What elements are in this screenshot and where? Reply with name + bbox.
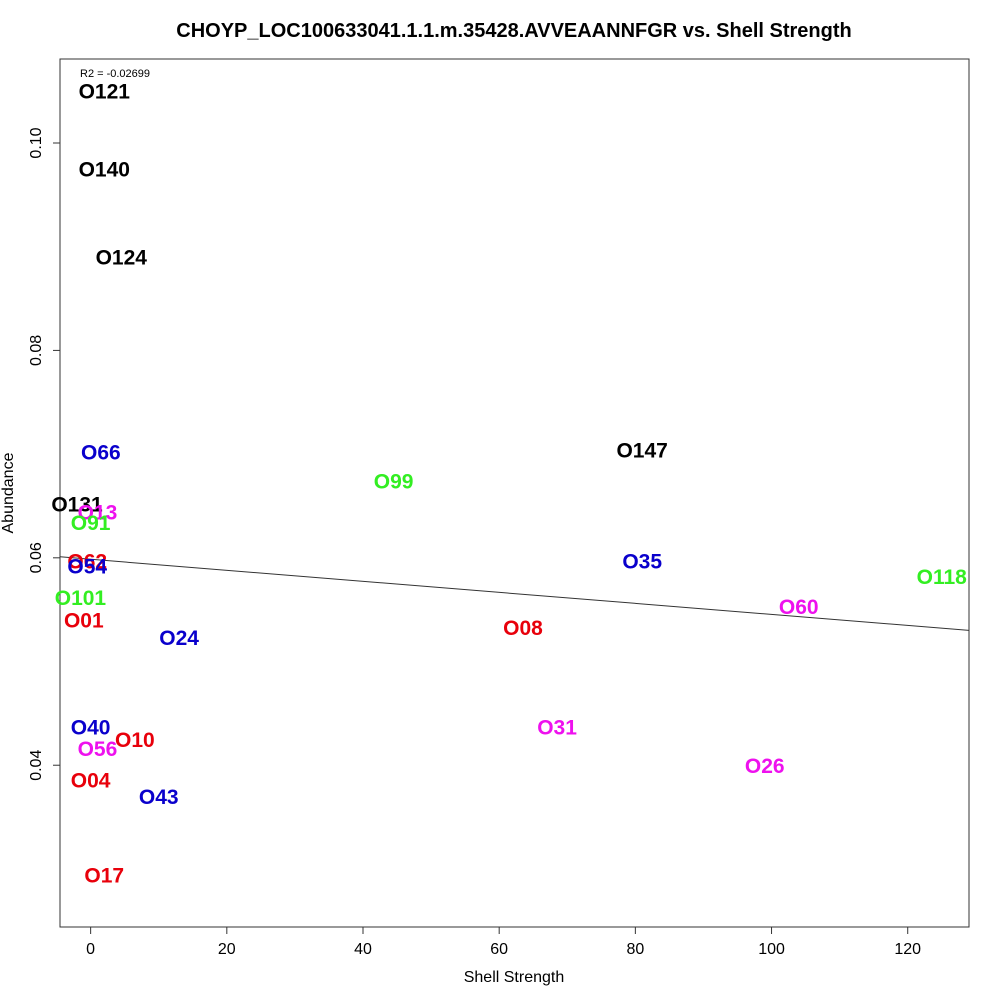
y-tick-label: 0.04 xyxy=(28,750,45,781)
x-axis-label: Shell Strength xyxy=(464,969,565,986)
point-label-o54: O54 xyxy=(67,556,107,579)
point-label-o66: O66 xyxy=(81,442,121,465)
x-tick-label: 40 xyxy=(354,941,372,958)
point-label-o26: O26 xyxy=(745,755,785,778)
point-label-o140: O140 xyxy=(79,158,130,181)
y-tick-label: 0.06 xyxy=(28,542,45,573)
r2-annotation: R2 = -0.02699 xyxy=(80,68,150,80)
point-label-o04: O04 xyxy=(71,769,111,792)
point-label-o35: O35 xyxy=(622,550,662,573)
point-label-o10: O10 xyxy=(115,729,155,752)
point-label-o62: O62 xyxy=(67,550,107,573)
point-label-o118: O118 xyxy=(917,566,968,589)
x-tick-label: 20 xyxy=(218,941,236,958)
point-label-o101: O101 xyxy=(55,587,107,610)
x-tick-label: 100 xyxy=(758,941,785,958)
point-label-o124: O124 xyxy=(96,247,148,270)
point-label-o40: O40 xyxy=(71,716,111,739)
x-tick-label: 60 xyxy=(490,941,508,958)
point-label-o13: O13 xyxy=(78,502,118,525)
y-axis: 0.04 0.06 0.08 0.10 xyxy=(28,127,60,781)
x-tick-label: 120 xyxy=(894,941,921,958)
point-label-o43: O43 xyxy=(139,786,179,809)
x-tick-label: 80 xyxy=(626,941,644,958)
point-label-o08: O08 xyxy=(503,617,543,640)
y-tick-label: 0.10 xyxy=(28,127,45,158)
plot-frame xyxy=(59,58,970,928)
point-label-o131: O131 xyxy=(51,493,103,516)
x-tick-label: 0 xyxy=(86,941,95,958)
point-label-o31: O31 xyxy=(537,716,577,739)
point-label-o17: O17 xyxy=(84,865,124,888)
chart-title: CHOYP_LOC100633041.1.1.m.35428.AVVEAANNF… xyxy=(176,20,851,42)
point-label-o56: O56 xyxy=(78,738,118,761)
point-label-o60: O60 xyxy=(779,596,819,619)
y-axis-label: Abundance xyxy=(0,452,17,533)
x-axis: 0 20 40 60 80 100 120 xyxy=(86,927,921,958)
point-label-o01: O01 xyxy=(64,610,104,633)
point-label-o24: O24 xyxy=(159,627,199,650)
point-label-o99: O99 xyxy=(374,471,414,494)
point-label-o121: O121 xyxy=(79,81,131,104)
y-tick-label: 0.08 xyxy=(28,335,45,366)
point-label-o91: O91 xyxy=(71,512,111,535)
point-label-o147: O147 xyxy=(616,440,667,463)
regression-line xyxy=(59,556,970,631)
